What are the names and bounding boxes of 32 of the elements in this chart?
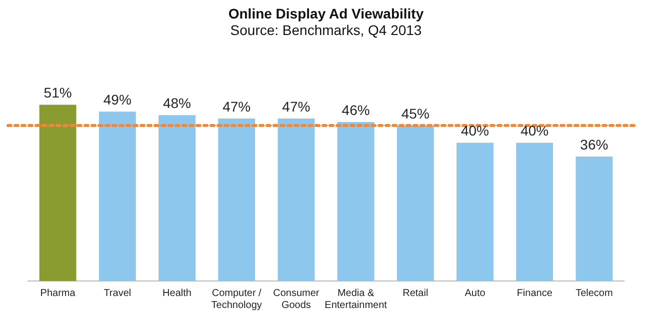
bar — [278, 118, 315, 281]
data-label: 46% — [342, 102, 370, 118]
x-tick-label: Consumer Goods — [273, 288, 320, 311]
data-label: 40% — [520, 122, 549, 139]
data-label: 40% — [460, 122, 490, 139]
data-label: 36% — [580, 136, 608, 152]
x-tick-label: Finance — [516, 288, 553, 299]
data-label: 45% — [401, 105, 430, 122]
x-tick-label: Pharma — [40, 288, 76, 299]
bar — [337, 122, 374, 281]
data-label: 49% — [103, 91, 132, 108]
data-label: 47% — [282, 98, 310, 114]
x-tick-label: Computer / Technology — [211, 288, 262, 311]
bar — [98, 112, 136, 281]
chart-title: Online Display Ad Viewability — [228, 5, 424, 22]
x-tick-label: Auto — [464, 288, 486, 299]
bar — [218, 118, 256, 281]
bar — [396, 125, 434, 281]
data-label: 47% — [222, 98, 251, 114]
bar — [39, 104, 76, 281]
x-tick-label: Media & Entertainment — [324, 288, 388, 311]
data-label: 51% — [44, 84, 72, 101]
bar — [576, 156, 613, 281]
x-tick-label: Retail — [402, 288, 428, 299]
bar — [158, 115, 196, 281]
x-tick-label: Travel — [104, 288, 132, 299]
data-label: 48% — [162, 94, 192, 111]
bar — [516, 142, 554, 281]
x-tick-label: Health — [162, 288, 192, 299]
x-tick-label: Telecom — [576, 288, 613, 299]
bar — [456, 142, 494, 281]
chart-subtitle: Source: Benchmarks, Q4 2013 — [230, 22, 422, 38]
